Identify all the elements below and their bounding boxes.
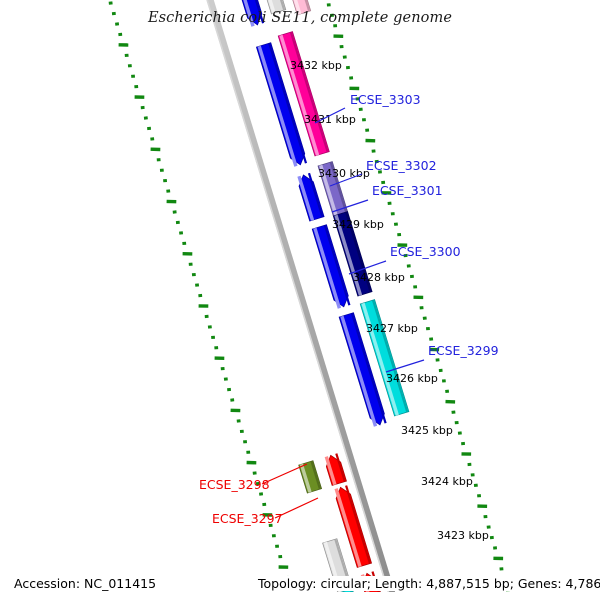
gene-bevel-highlight xyxy=(293,0,302,15)
gene-label-leader-line xyxy=(261,463,308,485)
gene-bevel-shadow xyxy=(307,172,324,218)
gene-bevel-highlight xyxy=(361,302,399,416)
gene-feature[interactable] xyxy=(317,161,349,217)
gene-bevel-highlight xyxy=(340,315,378,427)
gene-bevel-shadow xyxy=(350,312,387,424)
gene-bevel-shadow xyxy=(310,460,322,490)
gene-bevel-highlight xyxy=(319,164,338,216)
gene-feature[interactable] xyxy=(338,312,387,427)
ruler-tick-label: 3429 kbp xyxy=(332,218,384,231)
footer-mask xyxy=(0,592,600,600)
gene-feature[interactable] xyxy=(234,0,265,27)
gene-bevel-highlight xyxy=(268,0,276,14)
gene-bevel-shadow xyxy=(329,161,348,213)
gene-label-leader-line xyxy=(348,260,387,275)
gene-bevel-highlight xyxy=(243,0,255,27)
gene-label-ECSE_3303[interactable]: ECSE_3303 xyxy=(314,92,421,124)
gene-bevel-shadow xyxy=(345,485,372,564)
gene-bevel-shadow xyxy=(289,31,329,153)
ruler-tick-label: 3428 kbp xyxy=(353,271,405,284)
gene-feature[interactable] xyxy=(311,224,351,309)
gene-label-text[interactable]: ECSE_3301 xyxy=(372,183,443,198)
gene-feature[interactable] xyxy=(298,460,323,494)
gene-bevel-shadow xyxy=(304,0,311,12)
ruler-tick-label: 3431 kbp xyxy=(304,113,356,126)
gene-label-text[interactable]: ECSE_3299 xyxy=(428,343,499,358)
gene-label-leader-line xyxy=(385,359,425,373)
genome-axis-highlight xyxy=(206,0,392,600)
ruler-layer: 3432 kbp 3431 kbp 3430 kbp 3429 kbp 3428 kbp… xyxy=(108,1,530,600)
gene-label-leader-line xyxy=(274,497,319,519)
gene-feature[interactable] xyxy=(332,211,373,297)
gene-bevel-shadow xyxy=(279,0,286,11)
ruler-tick-label: 3425 kbp xyxy=(401,424,453,437)
ruler-tick-label: 3427 kbp xyxy=(366,322,418,335)
gene-label-text[interactable]: ECSE_3297 xyxy=(212,511,283,526)
gene-bevel-shadow xyxy=(323,224,351,306)
genome-axis[interactable] xyxy=(201,0,400,600)
gene-label-text[interactable]: ECSE_3298 xyxy=(199,477,270,492)
gene-bevel-shadow xyxy=(345,211,372,293)
gene-bevel-highlight xyxy=(299,463,312,493)
gene-bevel-shadow xyxy=(335,453,346,482)
gene-bevel-highlight xyxy=(324,456,337,486)
ruler-tick-label: 3423 kbp xyxy=(437,529,489,542)
gene-bevel-highlight xyxy=(313,227,342,309)
gene-feature[interactable] xyxy=(359,299,410,417)
gene-label-text[interactable]: ECSE_3303 xyxy=(350,92,421,107)
gene-bevel-highlight xyxy=(334,214,363,296)
gene-label-leader-line xyxy=(329,173,363,187)
gene-bevel-highlight xyxy=(279,34,320,156)
gene-features-layer[interactable] xyxy=(234,0,410,600)
gene-label-ECSE_3298[interactable]: ECSE_3298 xyxy=(199,463,308,492)
gene-label-ECSE_3299[interactable]: ECSE_3299 xyxy=(385,343,499,373)
accession-text: Accession: NC_011415 xyxy=(14,576,157,591)
gene-label-ECSE_3301[interactable]: ECSE_3301 xyxy=(331,183,443,213)
gene-label-text[interactable]: ECSE_3300 xyxy=(390,244,461,259)
genome-summary-text: Topology: circular; Length: 4,887,515 bp… xyxy=(258,576,600,591)
gene-feature[interactable] xyxy=(281,0,312,16)
ruler-tick-label: 3430 kbp xyxy=(318,167,370,180)
gene-labels-layer[interactable]: ECSE_3303 ECSE_3302 ECSE_3301 ECSE_3300 ECSE… xyxy=(199,92,499,526)
gene-bevel-shadow xyxy=(254,0,265,24)
ruler-tick-label: 3426 kbp xyxy=(386,372,438,385)
gene-feature[interactable] xyxy=(255,42,308,167)
ruler-tick-label: 3432 kbp xyxy=(290,59,342,72)
gene-label-leader-line xyxy=(331,199,369,213)
gene-feature[interactable] xyxy=(256,0,287,15)
gene-bevel-highlight xyxy=(257,45,298,167)
gene-label-ECSE_3300[interactable]: ECSE_3300 xyxy=(348,244,461,275)
gene-feature[interactable] xyxy=(334,485,373,568)
gene-feature[interactable] xyxy=(324,453,347,486)
gene-label-ECSE_3297[interactable]: ECSE_3297 xyxy=(212,497,319,526)
gene-bevel-highlight xyxy=(297,175,315,221)
gene-bevel-shadow xyxy=(371,299,409,413)
gene-feature[interactable] xyxy=(297,172,325,222)
page-title: Escherichia coli SE11, complete genome xyxy=(147,10,453,26)
gene-bevel-highlight xyxy=(334,488,362,568)
gene-label-leader-line xyxy=(314,107,346,124)
gene-bevel-shadow xyxy=(268,42,308,164)
genome-axis-line xyxy=(206,0,398,600)
gene-label-text[interactable]: ECSE_3302 xyxy=(366,158,437,173)
gene-feature[interactable] xyxy=(277,31,330,157)
gene-label-ECSE_3302[interactable]: ECSE_3302 xyxy=(329,158,437,187)
ruler-tick-label: 3424 kbp xyxy=(421,475,473,488)
